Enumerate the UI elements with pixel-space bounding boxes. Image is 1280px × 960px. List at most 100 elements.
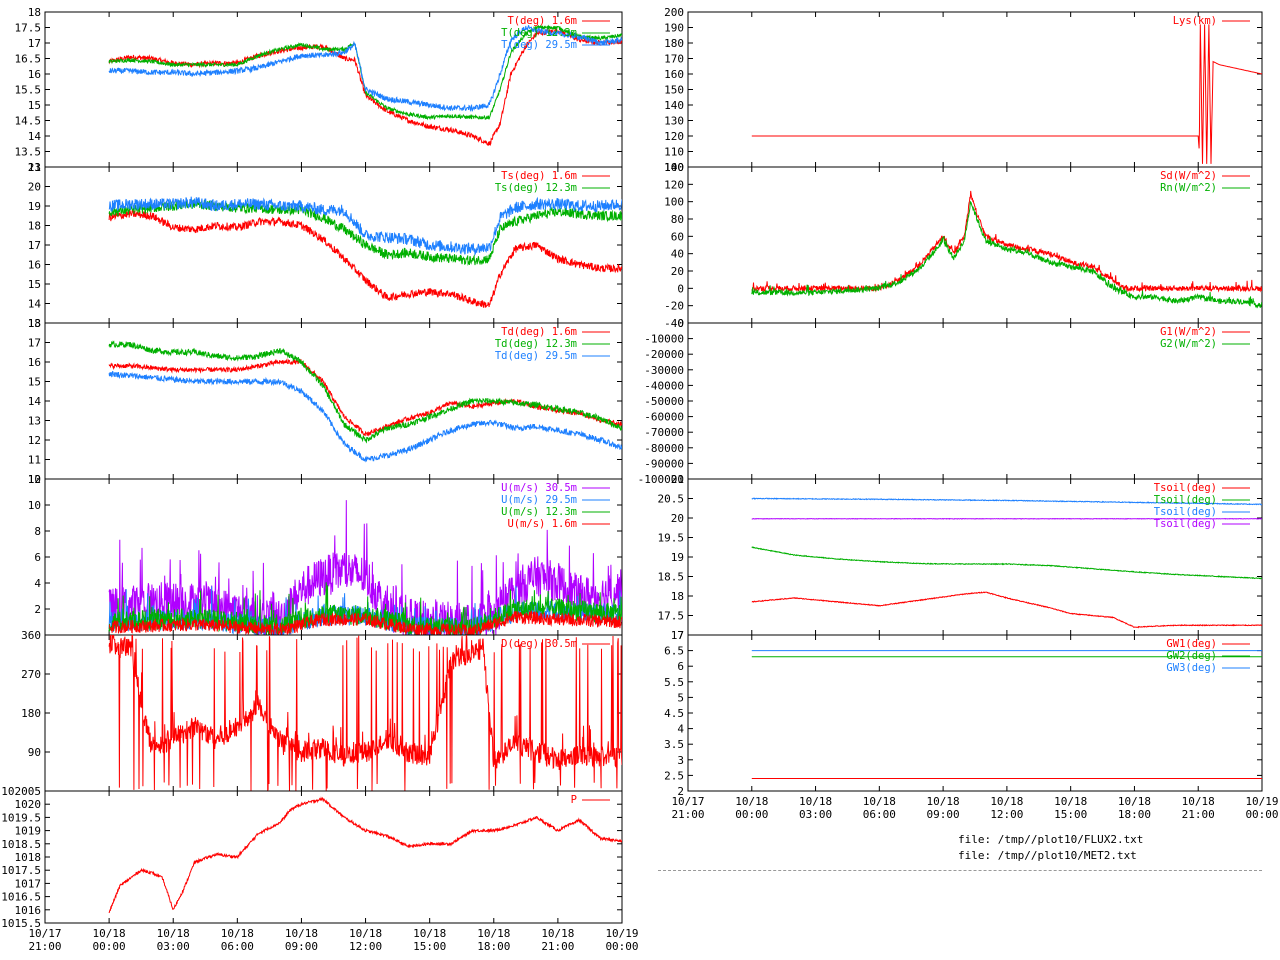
x-tick-label-time: 03:00 — [799, 808, 832, 821]
x-tick-label-date: 10/18 — [541, 927, 574, 940]
series-line-D-0 — [108, 635, 622, 791]
y-tick-label: 190 — [664, 22, 684, 35]
x-tick-label-time: 00:00 — [735, 808, 768, 821]
legend-label: P — [571, 794, 577, 806]
series-line-Sd-0 — [751, 190, 1262, 293]
legend-label: T(deg) 29.5m — [501, 39, 577, 51]
panel-D: 360 270 180 90 D(deg) 30.5m — [21, 629, 623, 792]
x-tick-label-date: 10/18 — [413, 927, 446, 940]
y-tick-label: 90 — [28, 746, 41, 759]
y-tick-label: 13 — [28, 317, 41, 330]
legend-label: Sd(W/m^2) — [1160, 170, 1217, 182]
y-tick-label: 160 — [664, 68, 684, 81]
series-line-Td-2 — [108, 370, 622, 463]
y-tick-label: 1019.5 — [1, 811, 41, 824]
y-tick-label: 20 — [671, 265, 684, 278]
legend-label: Lys(km) — [1173, 15, 1217, 27]
series-line-T-1 — [108, 24, 622, 121]
legend-label: Td(deg) 29.5m — [495, 350, 577, 362]
y-tick-label: 4 — [677, 723, 684, 736]
y-tick-label: 20 — [28, 181, 41, 194]
y-tick-label: 6.5 — [664, 645, 684, 658]
x-tick-label-time: 00:00 — [93, 940, 126, 953]
x-tick-label-date: 10/18 — [477, 927, 510, 940]
x-tick-label-time: 21:00 — [671, 808, 704, 821]
y-tick-label: 140 — [664, 161, 684, 174]
x-tick-label-time: 18:00 — [1118, 808, 1151, 821]
y-tick-label: 6 — [677, 660, 684, 673]
panel-G: 0 -10000 -20000 -30000 -40000 -50000 -60000 -70… — [638, 317, 1263, 486]
panel-Lys: 200 190 180 170 160 150 140 130 120 110 100 Lys(km) — [664, 6, 1263, 174]
y-tick-label: 18 — [28, 220, 41, 233]
legend-label: G1(W/m^2) — [1160, 326, 1217, 338]
y-tick-label: -70000 — [644, 426, 684, 439]
y-tick-label: 1019 — [15, 825, 42, 838]
x-tick-label-time: 21:00 — [28, 940, 61, 953]
y-tick-label: 270 — [21, 668, 41, 681]
series-line-Ts-0 — [108, 210, 622, 308]
y-tick-label: 102005 — [1, 785, 41, 798]
panel-frame — [687, 11, 1263, 168]
y-tick-label: 18.5 — [658, 571, 685, 584]
y-tick-label: 16 — [28, 68, 41, 81]
x-tick-label-time: 00:00 — [605, 940, 638, 953]
panel-T: 18 17.5 17 16.5 16 15.5 15 14.5 14 13.5 13 T(deg) 1… — [15, 6, 623, 174]
y-tick-label: 1015.5 — [1, 917, 41, 930]
y-tick-label: 12 — [28, 473, 41, 486]
y-tick-label: 8 — [34, 525, 41, 538]
legend-label: Rn(W/m^2) — [1160, 182, 1217, 194]
y-tick-label: 21 — [671, 473, 684, 486]
y-tick-label: 60 — [671, 230, 684, 243]
y-tick-label: 17 — [28, 337, 41, 350]
y-tick-label: 150 — [664, 84, 684, 97]
legend-label: Tsoil(deg) — [1154, 482, 1217, 494]
x-tick-label-date: 10/18 — [990, 795, 1023, 808]
x-tick-label-date: 10/18 — [1182, 795, 1215, 808]
y-tick-label: -30000 — [644, 364, 684, 377]
y-tick-label: 3.5 — [664, 738, 684, 751]
file-list: file: /tmp//plot10/FLUX2.txt file: /tmp/… — [958, 832, 1143, 864]
file-label-flux: file: /tmp//plot10/FLUX2.txt — [958, 833, 1144, 846]
panel-Tsoil: 2120.52019.51918.51817.517Tsoil(deg)Tsoi… — [658, 473, 1263, 642]
x-tick-label-date: 10/19 — [1245, 795, 1278, 808]
x-tick-label-date: 10/18 — [735, 795, 768, 808]
y-tick-label: 130 — [664, 115, 684, 128]
y-tick-label: 100 — [664, 196, 684, 209]
y-tick-label: 1018 — [15, 851, 42, 864]
series-line-U-3 — [108, 610, 622, 635]
x-tick-label-date: 10/18 — [157, 927, 190, 940]
legend-label: GW1(deg) — [1166, 638, 1217, 650]
y-tick-label: 15 — [28, 278, 41, 291]
series-line-Tsoil-1 — [751, 546, 1262, 580]
x-tick-label-date: 10/18 — [863, 795, 896, 808]
y-tick-label: 200 — [664, 6, 684, 19]
y-tick-label: 6 — [34, 551, 41, 564]
legend-label: GW2(deg) — [1166, 650, 1217, 662]
y-tick-label: 17 — [671, 629, 684, 642]
y-tick-label: 14.5 — [15, 115, 42, 128]
panel-Sd: 140 120 100 80 60 40 20 0 -20 -40 Sd(W/m^2)Rn(W/m^… — [664, 161, 1263, 330]
series-line-Td-1 — [108, 340, 622, 444]
legend-label: Tsoil(deg) — [1154, 494, 1217, 506]
y-tick-label: 14 — [28, 298, 42, 311]
y-tick-label: 4.5 — [664, 707, 684, 720]
y-tick-label: -90000 — [644, 457, 684, 470]
x-tick-label-time: 09:00 — [285, 940, 318, 953]
x-tick-label-time: 00:00 — [1245, 808, 1278, 821]
x-tick-label-time: 15:00 — [413, 940, 446, 953]
x-tick-label-date: 10/18 — [349, 927, 382, 940]
y-tick-label: -50000 — [644, 395, 684, 408]
y-tick-label: 110 — [664, 146, 684, 159]
y-tick-label: 180 — [664, 37, 684, 50]
y-tick-label: 18 — [671, 590, 684, 603]
y-tick-label: 5 — [677, 691, 684, 704]
series-line-Tsoil-2 — [751, 497, 1262, 506]
x-tick-label-date: 10/18 — [1054, 795, 1087, 808]
legend-label: Tsoil(deg) — [1154, 506, 1217, 518]
y-tick-label: 21 — [28, 161, 41, 174]
legend-label: U(m/s) 12.3m — [501, 506, 577, 518]
y-tick-label: 18 — [28, 317, 41, 330]
y-tick-label: 16 — [28, 356, 41, 369]
y-tick-label: 17 — [28, 239, 41, 252]
y-tick-label: -100000 — [638, 473, 684, 486]
